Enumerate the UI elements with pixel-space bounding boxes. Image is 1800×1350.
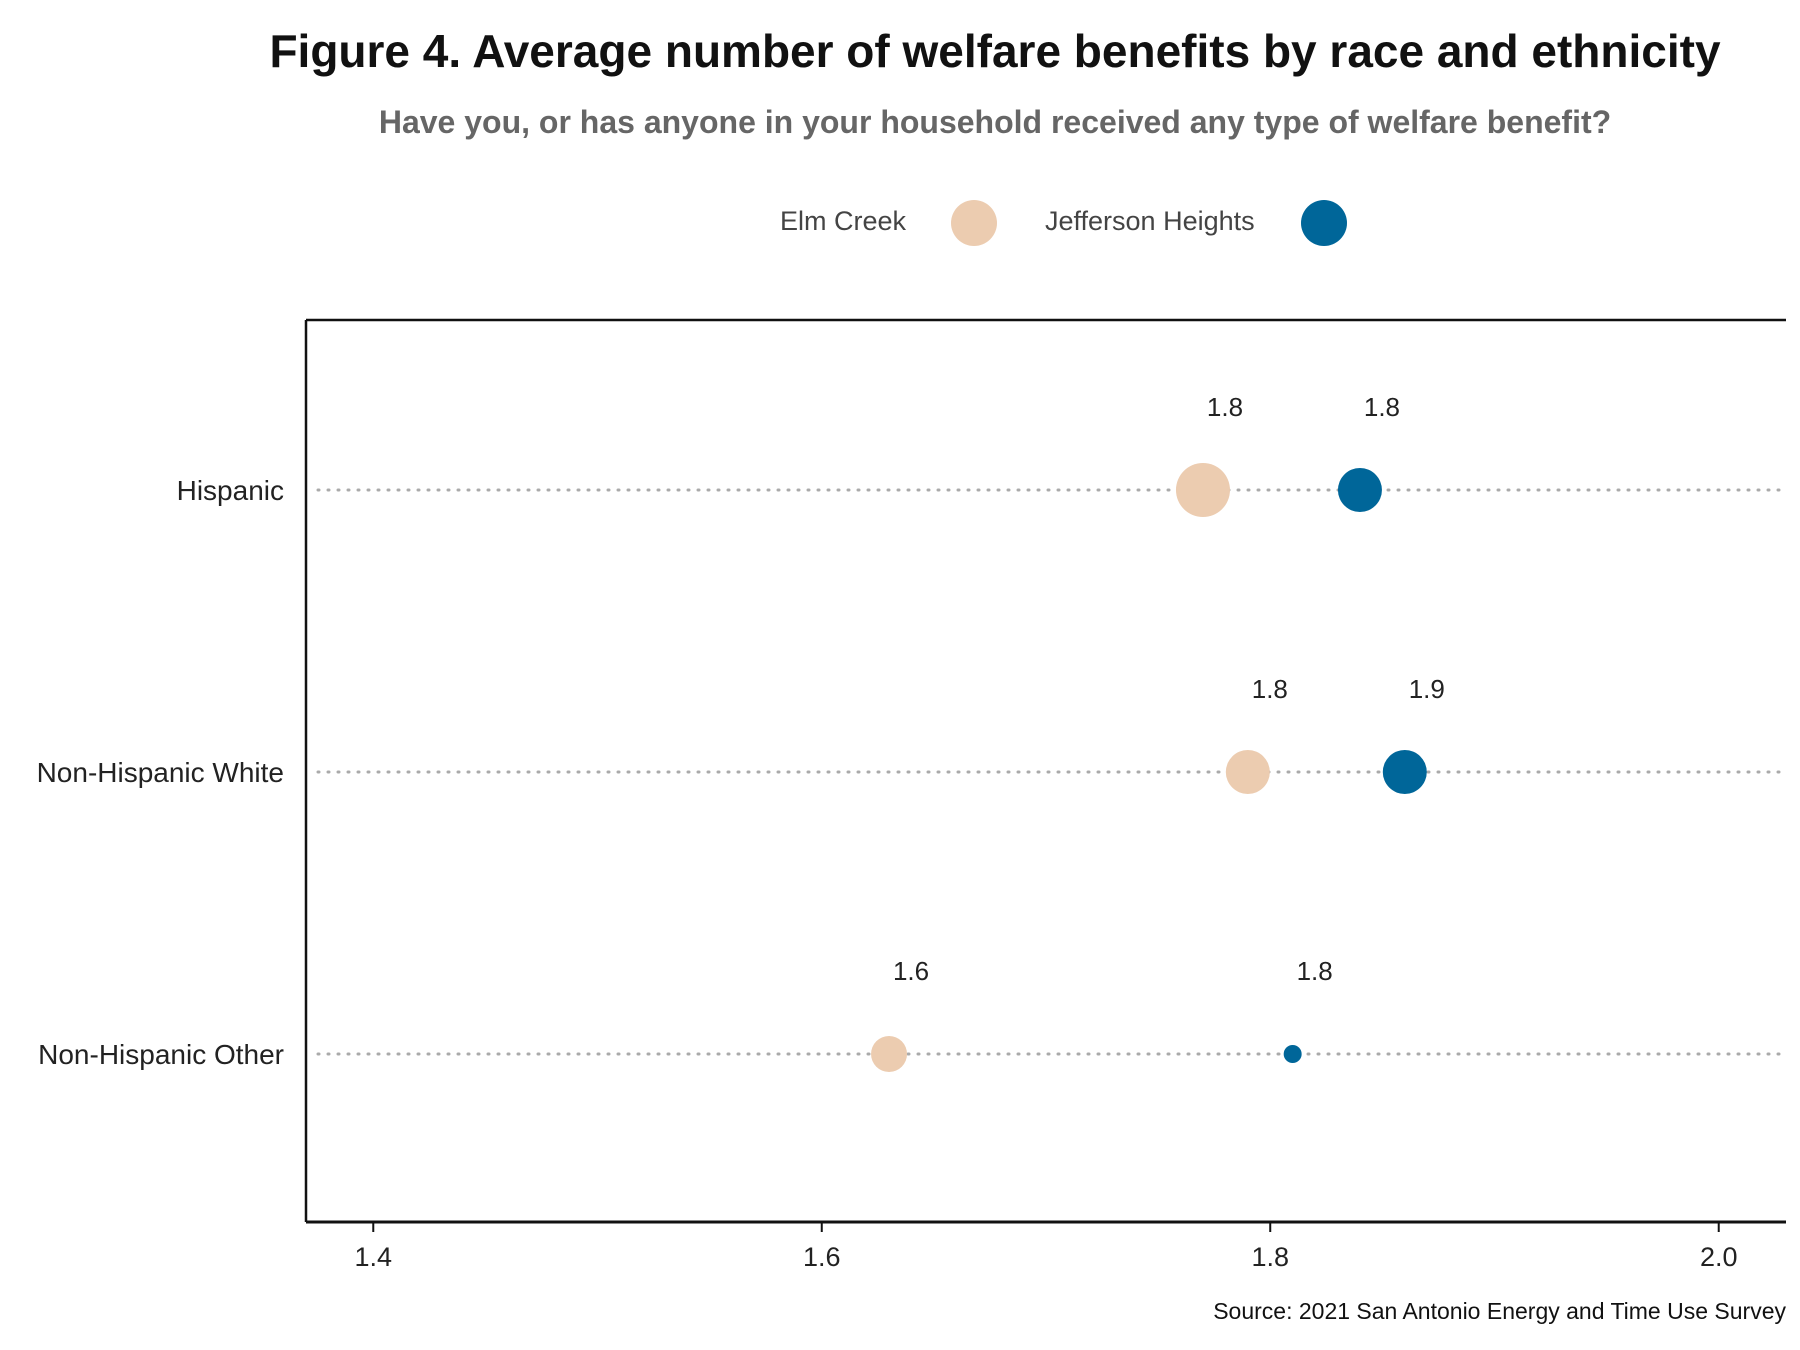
point-jefferson-heights bbox=[1382, 750, 1427, 794]
data-label: 1.8 bbox=[1252, 674, 1288, 704]
point-jefferson-heights bbox=[1283, 1045, 1302, 1063]
data-label: 1.8 bbox=[1207, 392, 1243, 422]
legend-label-jefferson-heights: Jefferson Heights bbox=[1045, 206, 1255, 236]
y-tick-label: Non-Hispanic White bbox=[37, 757, 284, 788]
legend-label-elm-creek: Elm Creek bbox=[780, 206, 907, 236]
point-jefferson-heights bbox=[1337, 468, 1382, 512]
source-note: Source: 2021 San Antonio Energy and Time… bbox=[1213, 1298, 1786, 1324]
data-label: 1.6 bbox=[893, 956, 929, 986]
legend-swatch-jefferson-heights bbox=[1301, 200, 1347, 246]
legend-swatch-elm-creek bbox=[951, 200, 997, 246]
y-tick-label: Non-Hispanic Other bbox=[38, 1039, 284, 1070]
x-tick-label: 1.4 bbox=[354, 1242, 392, 1272]
point-elm-creek bbox=[1225, 750, 1270, 794]
y-tick-label: Hispanic bbox=[177, 475, 284, 506]
data-label: 1.8 bbox=[1297, 956, 1333, 986]
point-elm-creek bbox=[871, 1036, 908, 1072]
x-tick-label: 2.0 bbox=[1700, 1242, 1738, 1272]
x-tick-label: 1.8 bbox=[1251, 1242, 1289, 1272]
point-elm-creek bbox=[1175, 463, 1230, 517]
x-tick-label: 1.6 bbox=[803, 1242, 841, 1272]
data-label: 1.9 bbox=[1409, 674, 1445, 704]
chart-title: Figure 4. Average number of welfare bene… bbox=[269, 25, 1721, 77]
chart-subtitle: Have you, or has anyone in your househol… bbox=[378, 104, 1612, 140]
legend: Elm Creek Jefferson Heights bbox=[0, 198, 1800, 246]
data-label: 1.8 bbox=[1364, 392, 1400, 422]
